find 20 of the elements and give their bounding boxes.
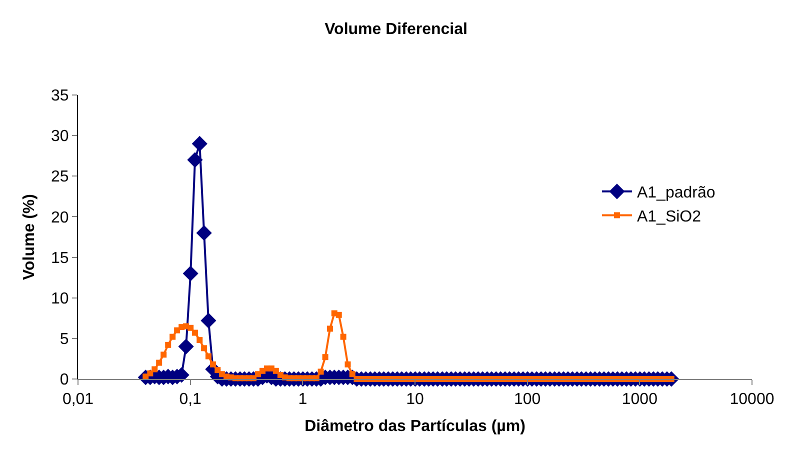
x-tick-label: 10000 [730, 391, 774, 408]
x-tick-label: 0,1 [179, 391, 202, 408]
y-tick-label: 35 [51, 88, 69, 105]
y-tick-label: 25 [51, 168, 69, 186]
y-tick-label: 15 [51, 250, 69, 267]
y-tick-label: 20 [51, 209, 69, 226]
chart-title: Volume Diferencial [324, 21, 468, 38]
y-tick-label: 10 [51, 290, 69, 308]
legend-label: A1_SiO2 [636, 208, 702, 226]
x-tick-label: 100 [514, 391, 541, 408]
y-tick-label: 0 [60, 372, 69, 389]
x-tick-label: 0,01 [62, 391, 94, 408]
x-tick-label: 1 [298, 391, 308, 408]
y-tick-label: 30 [51, 128, 69, 146]
y-tick-label: 5 [60, 331, 69, 348]
x-tick-label: 10 [406, 391, 424, 408]
x-axis-title: Diâmetro das Partículas (µm) [304, 418, 526, 435]
legend-label: A1_padrão [636, 184, 716, 202]
y-axis-title: Volume (%) [20, 194, 38, 280]
x-tick-label: 1000 [622, 391, 658, 408]
